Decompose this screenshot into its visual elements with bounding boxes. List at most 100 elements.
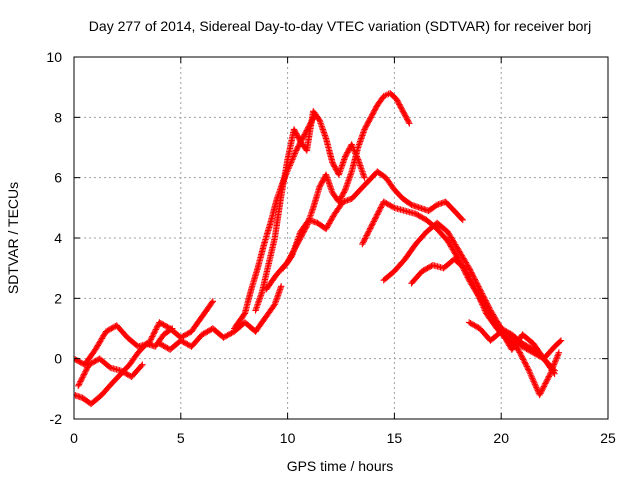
data-point — [475, 293, 483, 301]
data-point — [147, 336, 155, 343]
data-point — [80, 372, 87, 380]
data-point — [481, 295, 489, 303]
data-point — [292, 148, 299, 156]
data-point — [405, 118, 412, 126]
data-point — [459, 216, 466, 224]
data-point — [544, 376, 551, 383]
data-points — [74, 90, 565, 408]
data-point — [370, 218, 377, 225]
data-point — [364, 229, 372, 236]
data-point — [516, 349, 523, 356]
y-tick-label: -2 — [50, 411, 63, 427]
data-point — [359, 240, 366, 248]
data-point — [75, 381, 83, 388]
series-5 — [252, 108, 368, 314]
x-tick-label: 5 — [177, 430, 185, 446]
data-point — [533, 385, 541, 393]
data-point — [145, 340, 152, 347]
data-point — [482, 297, 489, 304]
data-point — [365, 228, 372, 235]
data-point — [485, 304, 493, 311]
data-point — [374, 209, 382, 217]
data-point — [470, 281, 477, 289]
data-point — [529, 375, 536, 382]
data-point — [360, 238, 367, 245]
data-point — [462, 266, 469, 273]
data-point — [153, 324, 160, 332]
data-point — [522, 361, 530, 369]
data-point — [324, 223, 331, 230]
x-tick-label: 10 — [280, 430, 296, 446]
data-point — [479, 301, 486, 308]
data-point — [325, 221, 332, 229]
data-point — [533, 384, 540, 391]
data-point — [520, 356, 527, 363]
data-point — [77, 376, 85, 384]
data-point — [537, 388, 545, 396]
data-point — [83, 365, 91, 373]
data-point — [554, 352, 561, 359]
data-point — [542, 378, 550, 386]
data-point — [291, 150, 299, 157]
data-point — [540, 384, 547, 392]
data-point — [539, 386, 546, 393]
data-point — [325, 220, 333, 227]
data-point — [369, 221, 376, 228]
data-point — [530, 378, 537, 385]
data-point — [466, 274, 474, 282]
data-point — [544, 374, 552, 382]
data-point — [542, 380, 549, 387]
data-point — [531, 379, 538, 386]
data-point — [329, 214, 336, 222]
data-point — [375, 208, 382, 215]
data-point — [518, 353, 526, 360]
data-point — [463, 267, 470, 275]
data-point — [458, 215, 465, 222]
data-point — [477, 296, 484, 304]
data-point — [473, 289, 481, 296]
data-point — [361, 236, 368, 244]
data-point — [553, 355, 560, 362]
data-point — [548, 366, 556, 373]
series-2 — [75, 355, 146, 390]
data-point — [138, 362, 145, 370]
data-point — [555, 349, 563, 356]
data-point — [483, 300, 491, 307]
data-point — [465, 273, 473, 280]
data-point — [287, 254, 295, 261]
data-point — [371, 216, 378, 224]
data-point — [473, 287, 480, 294]
data-point — [525, 366, 532, 373]
data-point — [486, 305, 494, 313]
data-point — [374, 211, 381, 218]
data-point — [469, 280, 476, 287]
data-point — [377, 204, 385, 211]
data-point — [470, 283, 478, 290]
data-point — [484, 301, 491, 308]
data-point — [105, 363, 113, 370]
data-point — [553, 353, 561, 361]
data-point — [468, 277, 475, 285]
data-point — [536, 391, 543, 399]
series-7 — [280, 168, 466, 272]
data-point — [549, 364, 556, 371]
data-point — [359, 239, 367, 246]
data-point — [368, 222, 375, 229]
data-point — [538, 387, 545, 394]
data-point — [139, 361, 146, 368]
data-point — [152, 326, 160, 333]
data-point — [146, 337, 154, 344]
data-point — [537, 390, 544, 397]
data-point — [149, 333, 156, 340]
data-point — [341, 187, 348, 195]
data-point — [277, 283, 285, 290]
data-point — [322, 225, 330, 233]
data-point — [362, 235, 369, 242]
data-point — [315, 115, 322, 123]
data-point — [522, 360, 529, 367]
data-point — [373, 212, 380, 220]
series-3 — [156, 283, 285, 353]
data-point — [552, 358, 559, 365]
data-point — [523, 363, 531, 370]
